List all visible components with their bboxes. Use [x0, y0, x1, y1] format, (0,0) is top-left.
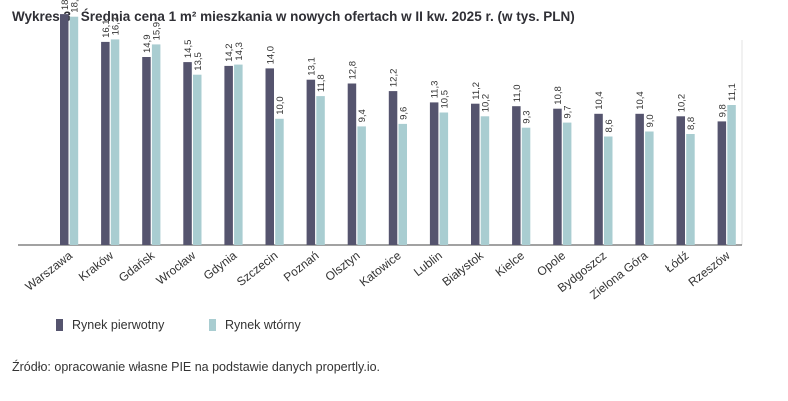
- data-label: 16,3: [111, 17, 122, 36]
- bar-secondary: [110, 39, 120, 246]
- bar-primary: [183, 62, 192, 245]
- bar-primary: [347, 83, 357, 245]
- data-label: 13,5: [193, 52, 204, 71]
- bar-secondary: [562, 122, 572, 245]
- data-label: 9,0: [645, 114, 656, 127]
- data-label: 10,2: [480, 94, 491, 113]
- data-label: 14,5: [183, 40, 194, 59]
- bar-secondary: [727, 105, 736, 245]
- data-label: 11,1: [727, 83, 738, 101]
- data-label: 12,2: [389, 69, 400, 88]
- bar-primary: [142, 57, 151, 245]
- chart-title-text: Średnia cena 1 m² mieszkania w nowych of…: [80, 9, 575, 24]
- category-label: Warszawa: [23, 248, 76, 293]
- data-label: 14,9: [142, 35, 153, 54]
- data-label: 9,8: [717, 104, 728, 117]
- category-label: Białystok: [439, 248, 486, 289]
- bar-primary: [594, 113, 603, 245]
- bar-primary: [553, 108, 562, 245]
- bar-secondary: [521, 127, 531, 245]
- data-label: 14,2: [224, 43, 235, 62]
- bar-secondary: [151, 44, 161, 246]
- category-label: Lublin: [411, 248, 445, 279]
- bar-primary: [717, 121, 727, 245]
- category-label: Kraków: [76, 248, 116, 284]
- data-label: 9,6: [398, 107, 409, 120]
- category-label: Kielce: [493, 248, 528, 279]
- bar-secondary: [439, 112, 449, 245]
- bar-primary: [265, 68, 274, 246]
- bar-primary: [224, 65, 233, 246]
- bar-secondary: [275, 118, 284, 245]
- bar-secondary: [480, 116, 490, 245]
- data-label: 13,1: [306, 57, 317, 76]
- data-label: 11,3: [430, 81, 441, 99]
- bar-secondary: [645, 131, 654, 245]
- category-label: Szczecin: [234, 248, 280, 289]
- data-label: 10,8: [553, 86, 564, 105]
- bar-primary: [512, 106, 521, 245]
- category-label: Rzeszów: [686, 248, 733, 289]
- chart-number: Wykres 3.: [12, 9, 75, 24]
- data-label: 10,4: [635, 91, 646, 110]
- data-label: 18,3: [60, 0, 71, 10]
- data-label: 9,4: [357, 109, 368, 122]
- bar-secondary: [357, 126, 366, 245]
- legend-item-primary: Rynek pierwotny: [56, 318, 164, 332]
- bar-secondary: [234, 64, 243, 245]
- data-label: 12,8: [347, 61, 358, 80]
- bar-secondary: [69, 16, 79, 246]
- data-label: 11,8: [316, 74, 327, 92]
- bar-secondary: [604, 136, 613, 245]
- bar-primary: [60, 14, 69, 245]
- source-note: Źródło: opracowanie własne PIE na podsta…: [12, 360, 381, 374]
- data-label: 8,6: [604, 119, 615, 132]
- data-label: 11,0: [512, 84, 523, 102]
- category-label: Gdańsk: [116, 248, 158, 285]
- data-label: 8,8: [686, 117, 697, 130]
- bar-primary: [676, 116, 685, 245]
- legend-label-primary: Rynek pierwotny: [72, 318, 165, 332]
- chart-title: Wykres 3. Średnia cena 1 m² mieszkania w …: [12, 9, 575, 24]
- category-label: Poznań: [281, 248, 322, 284]
- bar-primary: [635, 113, 644, 245]
- data-label: 10,5: [439, 90, 450, 109]
- data-label: 10,2: [676, 94, 687, 113]
- bar-secondary: [398, 123, 407, 245]
- category-label: Łódź: [662, 248, 691, 275]
- bar-primary: [471, 103, 480, 245]
- data-label: 11,2: [471, 82, 482, 100]
- data-label: 18,1: [70, 0, 81, 13]
- category-label: Opole: [534, 248, 568, 279]
- data-label: 9,7: [563, 105, 574, 118]
- legend-swatch-primary: [56, 319, 63, 331]
- bar-primary: [101, 41, 110, 246]
- category-label: Wrocław: [154, 248, 199, 287]
- bar-primary: [306, 79, 316, 245]
- bar-primary: [388, 91, 398, 245]
- category-label: Katowice: [357, 248, 404, 289]
- legend-item-secondary: Rynek wtórny: [209, 318, 301, 332]
- data-label: 10,4: [594, 91, 605, 110]
- data-label: 14,0: [265, 46, 276, 65]
- data-label: 16,1: [101, 19, 112, 38]
- legend-swatch-secondary: [209, 319, 216, 331]
- legend-label-secondary: Rynek wtórny: [225, 318, 301, 332]
- bar-secondary: [686, 134, 695, 245]
- data-label: 14,3: [234, 42, 245, 60]
- bar-primary: [429, 102, 439, 246]
- bar-secondary: [316, 96, 325, 245]
- bar-chart: 18,318,1 Warszawa 16,116,3 Kraków 14,915,9 Gd…: [18, 0, 743, 302]
- data-label: 15,9: [152, 22, 163, 41]
- bar-secondary: [193, 74, 202, 245]
- data-label: 9,3: [522, 110, 533, 123]
- data-label: 10,0: [275, 96, 286, 115]
